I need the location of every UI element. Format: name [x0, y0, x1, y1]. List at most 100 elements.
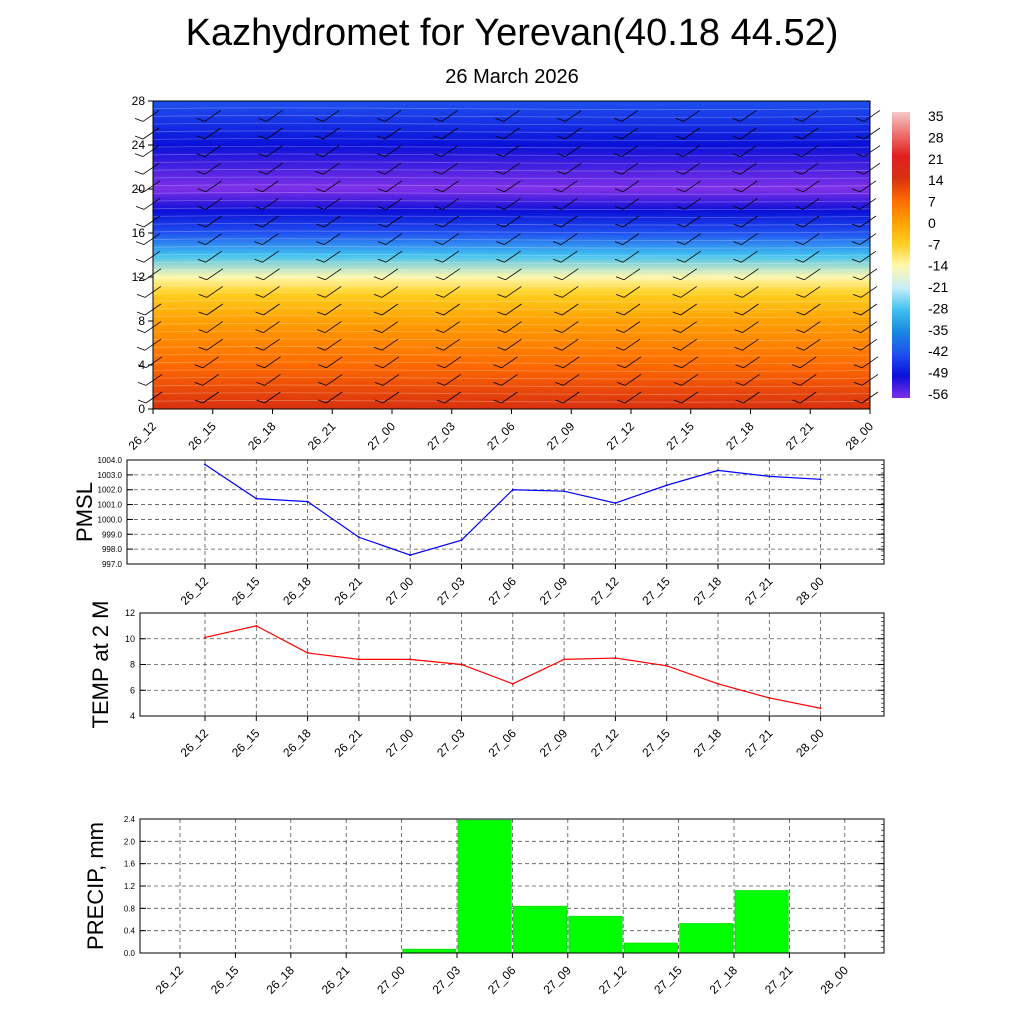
wind-barb — [442, 180, 459, 193]
contour-line — [152, 400, 871, 403]
wind-barb-feather — [318, 382, 327, 386]
wind-barb-feather — [851, 241, 861, 245]
precip-xtick-label: 27_21 — [762, 963, 796, 997]
wind-barb-feather — [196, 135, 205, 140]
wind-barb — [385, 250, 403, 263]
wind-barb-feather — [377, 223, 387, 228]
wind-barb-feather — [852, 294, 862, 298]
wind-barb — [324, 198, 341, 210]
pmsl-point — [563, 490, 566, 493]
wind-barb — [385, 198, 403, 210]
wind-barb-feather — [672, 311, 681, 316]
wind-barb — [504, 198, 521, 210]
wind-barb — [800, 374, 817, 386]
wind-barb-feather — [495, 118, 504, 122]
wind-barb-feather — [615, 294, 625, 298]
precip-xtick-label: 28_00 — [817, 963, 851, 997]
precip-xtick-label: 26_18 — [263, 963, 297, 997]
precip-ytick-label: 2.4 — [124, 815, 136, 824]
wind-barb-feather — [256, 382, 265, 386]
wind-barb-feather — [436, 364, 445, 369]
wind-barb — [444, 356, 461, 369]
wind-barb — [444, 374, 461, 386]
wind-barb — [325, 321, 342, 333]
wind-barb — [802, 162, 819, 175]
wind-barb — [443, 303, 460, 316]
wind-barb — [263, 268, 280, 281]
wind-barb-feather — [254, 206, 263, 210]
temp-xtick-label: 27_09 — [537, 726, 571, 760]
wind-barb-feather — [496, 206, 505, 210]
wind-barb — [204, 162, 221, 175]
wind-barb — [561, 250, 578, 263]
colorbar-label: -49 — [928, 365, 948, 381]
wind-barb — [505, 321, 522, 333]
wind-barb — [621, 110, 639, 122]
colorbar: 35 28 21 14 7 0 -7 -14 -21 -28 -35 -42 -49 -56 — [892, 108, 948, 402]
wind-barb — [740, 145, 757, 157]
wind-barb-feather — [435, 346, 444, 351]
precip-ytick-label: 1.6 — [124, 860, 136, 869]
temp-series-line — [204, 625, 821, 709]
wind-barb — [565, 127, 582, 140]
wind-barb — [143, 233, 161, 245]
contour-line — [152, 353, 871, 357]
wind-barb — [443, 338, 460, 351]
wind-barb-feather — [136, 276, 146, 281]
wind-barb — [623, 338, 641, 351]
wind-barb-feather — [733, 206, 742, 210]
wind-barb — [741, 198, 758, 210]
wind-barb-feather — [614, 223, 624, 228]
wind-barb — [680, 268, 697, 281]
wind-barb — [381, 303, 399, 316]
pmsl-ytick-label: 998.0 — [102, 545, 123, 554]
wind-barb — [505, 268, 522, 281]
contour-line — [152, 230, 871, 234]
contour-line — [152, 184, 871, 187]
wind-barb-feather — [317, 329, 326, 333]
colorbar-label: -14 — [928, 258, 948, 274]
temp-xtick-label: 27_06 — [485, 726, 519, 760]
wind-barb — [263, 321, 280, 333]
colorbar-label: -28 — [928, 300, 948, 316]
temp-xtick-label: 26_15 — [229, 726, 263, 760]
wind-barb — [860, 303, 878, 316]
wind-barb-feather — [497, 311, 506, 316]
colorbar-label: -56 — [928, 386, 948, 402]
wind-barb-feather — [435, 294, 444, 298]
wind-barb-feather — [734, 346, 743, 351]
wind-barb — [325, 338, 342, 351]
wind-barb-feather — [676, 241, 685, 245]
contour-line — [152, 222, 871, 226]
precip-ytick-label: 0.0 — [124, 949, 136, 958]
wind-barb-feather — [792, 382, 801, 386]
wind-barb-feather — [735, 382, 744, 386]
wind-barb-feather — [497, 329, 506, 333]
wind-barb-feather — [495, 153, 504, 157]
wind-barb-feather — [675, 118, 684, 122]
wind-barb-feather — [315, 135, 324, 140]
wind-barb-feather — [855, 118, 865, 122]
pmsl-point — [306, 500, 309, 503]
wind-barb — [622, 233, 640, 245]
wind-barb-feather — [376, 153, 386, 157]
colorbar-label: 7 — [928, 194, 936, 210]
wind-barb — [503, 127, 520, 140]
wind-barb — [441, 127, 458, 140]
wind-barb — [740, 162, 757, 175]
precip-bar — [402, 948, 457, 954]
wind-barb-feather — [135, 188, 145, 193]
pmsl-xtick-label: 27_18 — [691, 574, 725, 608]
wind-barb-feather — [554, 311, 563, 316]
wind-barb-feather — [795, 188, 804, 193]
colorbar-label: -35 — [928, 322, 948, 338]
wind-barb-feather — [318, 399, 327, 404]
contour-line — [152, 207, 871, 211]
contour-line — [152, 330, 871, 334]
wind-barb-feather — [735, 364, 744, 369]
wind-barb — [681, 374, 698, 386]
wind-barb — [742, 303, 759, 316]
wind-barb — [262, 215, 279, 228]
contour-line — [152, 153, 871, 157]
wind-barb — [562, 321, 579, 333]
